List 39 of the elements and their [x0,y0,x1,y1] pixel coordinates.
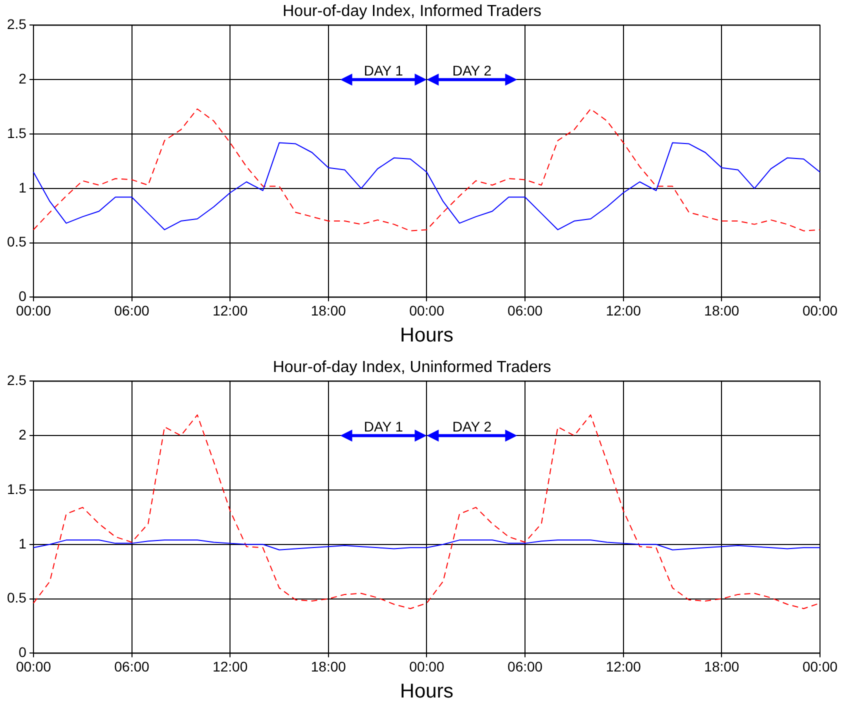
x-tick-label: 06:00 [508,302,543,318]
chart-title: Hour-of-day Index, Uninformed Traders [272,359,552,376]
x-tick-label: 12:00 [212,658,248,674]
x-tick-label: 18:00 [310,658,346,674]
x-tick-label: 00:00 [409,302,444,318]
y-tick-label: 2.5 [6,372,27,388]
x-tick-label: 18:00 [310,302,346,318]
y-tick-label: 0.5 [6,590,27,606]
y-tick-label: 0 [18,288,27,304]
x-tick-label: 12:00 [606,658,642,674]
x-tick-label: 12:00 [606,302,642,318]
line-series [32,108,820,232]
x-tick-label: 00:00 [16,658,52,674]
x-tick-label: 06:00 [114,658,150,674]
x-tick-label: 18:00 [704,302,740,318]
chart-title: Hour-of-day Index, Informed Traders [282,3,542,20]
x-tick-label: 06:00 [114,302,150,318]
y-tick-label: 0.5 [6,234,27,250]
y-tick-label: 1.5 [6,124,27,141]
y-tick-label: 2 [18,70,27,86]
y-tick-label: 1 [18,179,27,196]
y-tick-label: 2 [18,426,27,442]
x-axis-title: Hours [400,324,454,347]
y-tick-label: 2.5 [6,16,27,32]
annotation: DAY 1 [364,62,404,78]
x-tick-label: 00:00 [802,302,838,318]
annotation: DAY 2 [452,418,492,434]
x-tick-label: 00:00 [802,658,838,674]
annotation: DAY 1 [364,418,404,434]
y-tick-label: 0 [18,644,27,660]
annotation: DAY 2 [452,62,492,78]
x-tick-label: 06:00 [508,658,543,674]
x-tick-label: 00:00 [409,658,444,674]
x-tick-label: 18:00 [704,658,740,674]
y-tick-label: 1 [18,535,27,552]
x-tick-label: 12:00 [212,302,248,318]
y-tick-label: 1.5 [6,480,27,497]
x-tick-label: 00:00 [16,302,52,318]
x-axis-title: Hours [400,680,454,703]
